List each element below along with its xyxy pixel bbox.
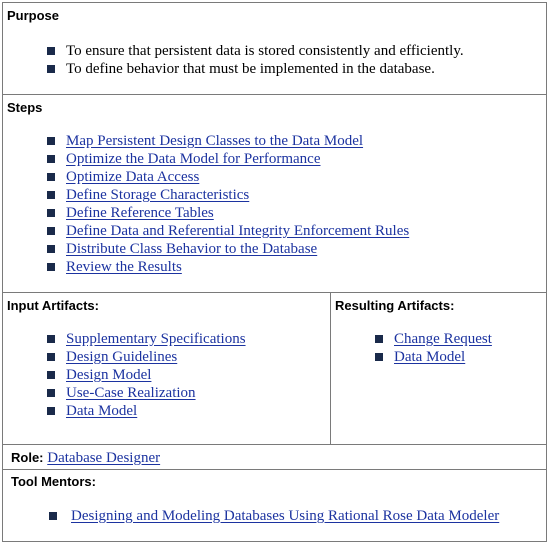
role-label: Role:	[11, 450, 44, 465]
list-item: Data Model	[47, 402, 246, 420]
step-link-reference-tables[interactable]: Define Reference Tables	[66, 205, 214, 221]
list-item: Define Storage Characteristics	[47, 186, 409, 204]
artifact-link-design-model[interactable]: Design Model	[66, 367, 152, 383]
list-item: Distribute Class Behavior to the Databas…	[47, 240, 409, 258]
resulting-artifacts-list: Change Request Data Model	[375, 330, 492, 366]
tool-mentors-section: Tool Mentors: Designing and Modeling Dat…	[2, 469, 547, 542]
tool-mentors-list: Designing and Modeling Databases Using R…	[49, 507, 499, 525]
step-link-distribute-behavior[interactable]: Distribute Class Behavior to the Databas…	[66, 241, 318, 257]
artifact-link-design-guidelines[interactable]: Design Guidelines	[66, 349, 178, 365]
steps-section: Steps Map Persistent Design Classes to t…	[2, 94, 547, 293]
input-artifacts-section: Input Artifacts: Supplementary Specifica…	[2, 292, 331, 445]
artifact-link-use-case-realization[interactable]: Use-Case Realization	[66, 385, 196, 401]
purpose-list: To ensure that persistent data is stored…	[47, 42, 464, 78]
resulting-artifacts-section: Resulting Artifacts: Change Request Data…	[330, 292, 547, 445]
list-item: Data Model	[375, 348, 492, 366]
step-link-optimize-access[interactable]: Optimize Data Access	[66, 169, 200, 185]
step-link-review[interactable]: Review the Results	[66, 259, 182, 275]
step-link-optimize-model[interactable]: Optimize the Data Model for Performance	[66, 151, 321, 167]
steps-heading: Steps	[7, 100, 43, 115]
steps-list: Map Persistent Design Classes to the Dat…	[47, 132, 409, 276]
resulting-artifacts-heading: Resulting Artifacts:	[335, 298, 455, 313]
list-item: Define Data and Referential Integrity En…	[47, 222, 409, 240]
role-line: Role: Database Designer	[11, 450, 160, 467]
tool-mentors-heading: Tool Mentors:	[11, 474, 96, 489]
list-item: Supplementary Specifications	[47, 330, 246, 348]
tool-mentor-link-rose-data-modeler[interactable]: Designing and Modeling Databases Using R…	[71, 508, 500, 524]
list-item: Designing and Modeling Databases Using R…	[49, 507, 499, 525]
step-link-map-classes[interactable]: Map Persistent Design Classes to the Dat…	[66, 133, 364, 149]
role-section: Role: Database Designer	[2, 444, 547, 470]
list-item: Use-Case Realization	[47, 384, 246, 402]
list-item: To ensure that persistent data is stored…	[47, 42, 464, 60]
step-link-storage[interactable]: Define Storage Characteristics	[66, 187, 250, 203]
list-item: Design Guidelines	[47, 348, 246, 366]
artifact-link-supplementary-specs[interactable]: Supplementary Specifications	[66, 331, 246, 347]
list-item: Change Request	[375, 330, 492, 348]
list-item: Optimize the Data Model for Performance	[47, 150, 409, 168]
artifact-link-data-model[interactable]: Data Model	[66, 403, 138, 419]
step-link-integrity-rules[interactable]: Define Data and Referential Integrity En…	[66, 223, 410, 239]
list-item: Review the Results	[47, 258, 409, 276]
role-link-database-designer[interactable]: Database Designer	[47, 450, 161, 466]
list-item: To define behavior that must be implemen…	[47, 60, 464, 78]
input-artifacts-heading: Input Artifacts:	[7, 298, 99, 313]
list-item: Design Model	[47, 366, 246, 384]
purpose-section: Purpose To ensure that persistent data i…	[2, 2, 547, 95]
list-item: Map Persistent Design Classes to the Dat…	[47, 132, 409, 150]
input-artifacts-list: Supplementary Specifications Design Guid…	[47, 330, 246, 420]
purpose-heading: Purpose	[7, 8, 60, 23]
list-item: Optimize Data Access	[47, 168, 409, 186]
artifact-link-change-request[interactable]: Change Request	[394, 331, 492, 347]
artifact-link-data-model[interactable]: Data Model	[394, 349, 466, 365]
list-item: Define Reference Tables	[47, 204, 409, 222]
